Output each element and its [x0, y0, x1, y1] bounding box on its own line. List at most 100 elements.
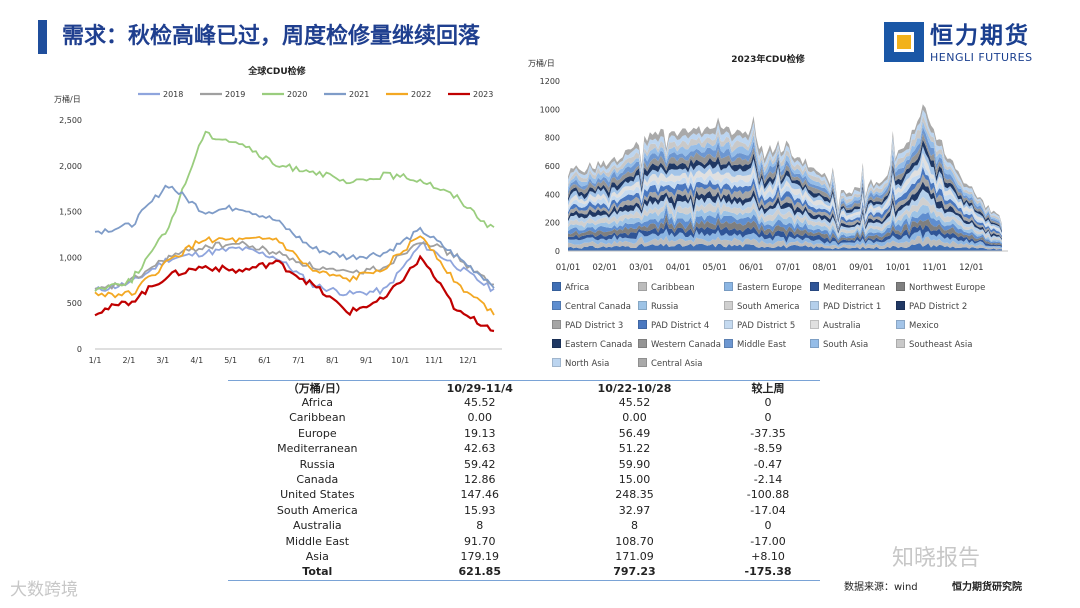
legend-label: PAD District 3: [565, 321, 624, 331]
x-tick-label: 1/1: [89, 356, 102, 365]
table-cell: Middle East: [285, 534, 350, 548]
legend-swatch: [896, 339, 905, 348]
logo-mark-icon: [884, 22, 924, 62]
table-cell: 42.63: [464, 442, 496, 456]
table-cell: Africa: [301, 396, 333, 409]
x-tick-label: 11/1: [425, 356, 443, 365]
watermark-left: 大数跨境: [10, 580, 78, 600]
legend-swatch: [638, 358, 647, 367]
legend-item-caribbean: Caribbean: [638, 282, 695, 293]
legend-label: Australia: [823, 321, 861, 331]
y-tick-label: 200: [545, 219, 560, 228]
table-cell: 8: [630, 519, 638, 533]
y-tick-label: 2,500: [59, 116, 82, 125]
legend-swatch: [724, 320, 733, 329]
legend-item-central-asia: Central Asia: [638, 358, 702, 369]
table-row: United States 147.46 248.35 -100.88: [228, 487, 820, 502]
legend-label-2019: 2019: [225, 90, 245, 99]
legend-item-pad-district-5: PAD District 5: [724, 320, 795, 331]
table-cell: 797.23: [552, 564, 717, 581]
area-caribbean: [568, 235, 1002, 250]
table-cell: 0.00: [622, 411, 647, 425]
legend-label: Eastern Canada: [565, 340, 633, 350]
table-cell: -37.35: [750, 426, 786, 440]
legend-item-mediterranean: Mediterranean: [810, 282, 885, 293]
legend-label: PAD District 4: [651, 321, 710, 331]
legend-swatch: [552, 339, 561, 348]
table-cell: 179.19: [460, 550, 500, 564]
legend-label: Mexico: [909, 321, 939, 331]
legend-item-eastern-canada: Eastern Canada: [552, 339, 632, 350]
table-cell: 621.85: [406, 564, 553, 581]
table-row: Africa 45.52 45.52 0: [228, 395, 820, 410]
table-cell: 15.00: [618, 473, 651, 487]
table-cell: 19.13: [464, 426, 496, 440]
legend-item-middle-east: Middle East: [724, 339, 786, 350]
table-cell: 12.86: [464, 473, 496, 487]
table-header-row: （万桶/日） 10/29-11/4 10/22-10/28 较上周: [228, 380, 820, 395]
legend-label: Western Canada: [651, 340, 721, 350]
maintenance-table: （万桶/日） 10/29-11/4 10/22-10/28 较上周 Africa 45.…: [228, 380, 820, 581]
table-row: Middle East 91.70 108.70 -17.00: [228, 534, 820, 549]
legend-item-north-asia: North Asia: [552, 358, 609, 369]
x-tick-label: 04/01: [666, 263, 691, 273]
legend-label: Middle East: [737, 340, 787, 350]
legend-item-eastern-europe: Eastern Europe: [724, 282, 802, 293]
legend-swatch: [810, 282, 819, 291]
table-cell: Mediterranean: [277, 442, 358, 456]
x-tick-label: 8/1: [326, 356, 339, 365]
table-cell: 0.00: [467, 411, 493, 425]
y-tick-label: 1,000: [59, 253, 82, 262]
title-accent-bar: [38, 20, 47, 54]
series-line-2020: [94, 130, 495, 292]
x-tick-label: 05/01: [702, 263, 727, 273]
x-tick-label: 2/1: [122, 356, 135, 365]
table-cell: -17.04: [750, 503, 786, 517]
table-cell: 171.09: [615, 550, 654, 564]
page-title: 需求：秋检高峰已过，周度检修量继续回落: [62, 24, 481, 49]
legend-swatch: [638, 320, 647, 329]
table-cell: 8: [476, 519, 484, 533]
y-tick-label: 600: [545, 162, 560, 171]
legend-swatch: [724, 301, 733, 310]
legend-label: PAD District 2: [909, 302, 968, 312]
legend-label-2023: 2023: [473, 90, 493, 99]
legend-label-2021: 2021: [349, 90, 369, 99]
legend-label-2020: 2020: [287, 90, 307, 99]
series-line-2023: [94, 254, 495, 333]
x-tick-label: 01/01: [556, 263, 581, 273]
table-cell: South America: [276, 503, 358, 517]
x-tick-label: 07/01: [776, 263, 801, 273]
table-cell: 0: [764, 519, 772, 533]
y-tick-label: 2,000: [59, 162, 82, 171]
series-line-2021: [94, 184, 495, 289]
legend-item-pad-district-3: PAD District 3: [552, 320, 623, 331]
area-northwest-europe: [568, 213, 1002, 246]
legend-item-mexico: Mexico: [896, 320, 939, 331]
x-tick-label: 3/1: [156, 356, 169, 365]
table-row: Canada 12.86 15.00 -2.14: [228, 472, 820, 487]
y-tick-label: 400: [545, 190, 560, 199]
column-header: （万桶/日）: [228, 380, 407, 395]
legend-swatch: [638, 301, 647, 310]
legend-swatch: [552, 301, 561, 310]
table-cell: -0.47: [753, 457, 783, 471]
legend-item-pad-district-1: PAD District 1: [810, 301, 881, 312]
x-tick-label: 09/01: [849, 263, 874, 273]
table-cell: -100.88: [746, 488, 790, 502]
legend-label: South Asia: [823, 340, 869, 350]
legend-swatch: [552, 282, 561, 291]
table-cell: -2.14: [753, 473, 783, 487]
x-tick-label: 9/1: [360, 356, 373, 365]
table-cell: 0: [764, 396, 772, 409]
table-cell: 15.93: [464, 503, 496, 517]
table-cell: United States: [280, 488, 355, 502]
table-cell: -8.59: [753, 442, 783, 456]
y-tick-label: 1,500: [59, 208, 82, 217]
legend-swatch: [896, 301, 905, 310]
table-cell: Asia: [305, 550, 329, 564]
logo-chinese-text: 恒力期货: [930, 23, 1030, 49]
legend-item-pad-district-2: PAD District 2: [896, 301, 967, 312]
y-tick-label: 0: [77, 345, 82, 354]
